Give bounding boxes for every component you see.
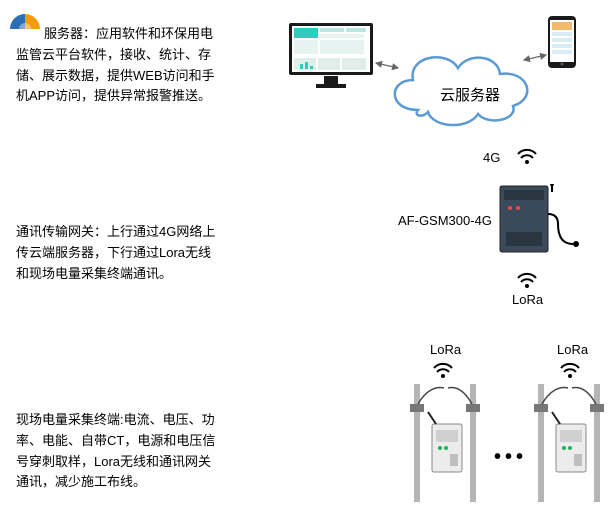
gateway-description: 通讯传输网关：上行通过4G网络上传云端服务器，下行通过Lora无线和现场电量采集…: [16, 222, 216, 284]
terminal-right-icon: [530, 384, 610, 502]
lora-right-label: LoRa: [557, 342, 588, 357]
arrow-cloud-phone: [520, 50, 550, 68]
server-description: 服务器：应用软件和环保用电监管云平台软件，接收、统计、存储、展示数据，提供WEB…: [16, 24, 216, 107]
cloud-label: 云服务器: [440, 84, 500, 105]
terminal-description: 现场电量采集终端:电流、电压、功率、电能、自带CT，电源和电压信号穿刺取样，Lo…: [16, 410, 216, 493]
ellipsis-icon: •••: [494, 446, 527, 469]
proto-4g-label: 4G: [483, 150, 500, 165]
phone-icon: [548, 16, 576, 68]
terminal-left-icon: [406, 384, 486, 502]
monitor-icon: [288, 22, 374, 90]
arrow-monitor-cloud: [372, 58, 402, 76]
wifi-4g-icon: [516, 148, 538, 166]
lora-left-label: LoRa: [430, 342, 461, 357]
wifi-lora-left-icon: [432, 362, 454, 380]
gateway-device-icon: [498, 184, 580, 262]
gateway-label: AF-GSM300-4G: [398, 213, 492, 228]
lora-gateway-label: LoRa: [512, 292, 543, 307]
wifi-lora-right-icon: [559, 362, 581, 380]
wifi-lora-gateway-icon: [516, 272, 538, 290]
